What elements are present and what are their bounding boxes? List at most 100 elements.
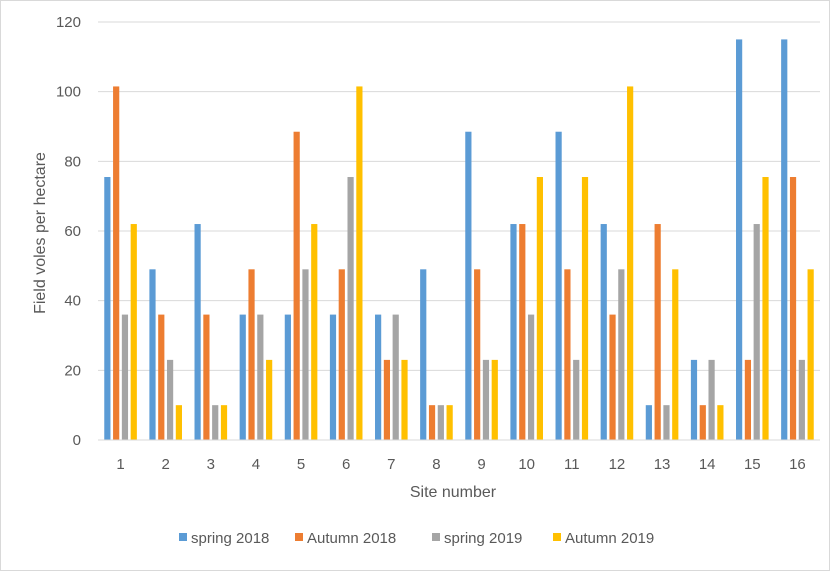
bar [329, 314, 337, 440]
x-tick-label: 8 [432, 456, 440, 473]
bar [338, 269, 345, 440]
bar [807, 269, 814, 440]
legend-swatch [553, 533, 561, 541]
y-tick-label: 120 [56, 14, 81, 31]
x-tick-label: 2 [162, 456, 170, 473]
legend-swatch [295, 533, 303, 541]
bar [672, 269, 679, 440]
bar [708, 359, 715, 440]
bar [609, 314, 616, 440]
bar [203, 314, 210, 440]
bar [166, 359, 174, 440]
y-tick-label: 100 [56, 84, 81, 101]
bars [104, 39, 814, 441]
bar [736, 39, 743, 441]
x-axis-title: Site number [410, 484, 497, 501]
legend: spring 2018 Autumn 2018 spring 2019 Autumn … [179, 530, 654, 547]
bar [293, 131, 300, 440]
bar [465, 131, 472, 440]
bar [555, 131, 562, 440]
legend-label: spring 2019 [444, 530, 522, 547]
y-tick-label: 0 [73, 432, 81, 449]
bar [717, 405, 724, 440]
bar [519, 224, 526, 440]
bar [220, 405, 228, 440]
bar [600, 224, 607, 440]
bar [130, 224, 137, 440]
bar [690, 359, 698, 440]
y-tick-label: 80 [64, 153, 81, 170]
bar [753, 224, 760, 440]
bar [645, 405, 652, 440]
x-tick-label: 13 [654, 456, 671, 473]
bar [437, 405, 444, 440]
bar [798, 359, 805, 440]
bar [789, 177, 797, 440]
legend-label: Autumn 2018 [307, 530, 396, 547]
x-tick-label: 1 [116, 456, 124, 473]
x-tick-label: 16 [789, 456, 806, 473]
x-tick-label: 5 [297, 456, 305, 473]
x-tick-label: 3 [207, 456, 215, 473]
bar [104, 177, 111, 440]
legend-label: Autumn 2019 [565, 530, 654, 547]
bar [564, 269, 571, 440]
bar [375, 314, 382, 440]
bar [654, 224, 661, 440]
bar [212, 405, 219, 440]
bar [194, 224, 201, 440]
x-tick-label: 15 [744, 456, 761, 473]
bar [627, 86, 634, 441]
y-tick-label: 20 [64, 362, 81, 379]
bar [618, 269, 625, 440]
bar [158, 314, 165, 440]
bar [573, 359, 580, 440]
legend-label: spring 2018 [191, 530, 269, 547]
x-tick-label: 6 [342, 456, 350, 473]
gridlines [98, 21, 820, 371]
x-tick-labels: 1 2 3 4 5 6 7 8 9 10 11 12 13 14 15 16 [116, 456, 805, 473]
bar [482, 359, 490, 440]
bar [356, 86, 363, 441]
bar [663, 405, 670, 440]
bar [428, 405, 436, 440]
x-tick-label: 9 [477, 456, 485, 473]
bar [347, 177, 354, 440]
bar [239, 314, 246, 440]
bar [744, 359, 752, 440]
bar [446, 405, 453, 440]
bar [149, 269, 156, 440]
y-tick-label: 40 [64, 293, 81, 310]
bar [420, 269, 427, 440]
bar [699, 405, 706, 440]
bar [383, 359, 391, 440]
x-tick-label: 12 [609, 456, 626, 473]
bar [248, 269, 255, 440]
x-tick-label: 4 [252, 456, 260, 473]
legend-swatch [179, 533, 187, 541]
y-tick-labels: 0 20 40 60 80 100 120 [56, 14, 81, 449]
bar [311, 224, 318, 440]
bar [581, 177, 589, 440]
legend-swatch [432, 533, 440, 541]
bar [527, 314, 535, 440]
bar [781, 39, 788, 441]
bar [302, 269, 309, 440]
bar [491, 359, 498, 440]
bar [392, 314, 399, 440]
bar [401, 359, 408, 440]
bar [121, 314, 129, 440]
bar [510, 224, 517, 440]
x-tick-label: 10 [518, 456, 535, 473]
bar [762, 177, 769, 440]
y-axis-title: Field voles per hectare [32, 152, 49, 314]
bar [257, 314, 264, 440]
x-tick-label: 14 [699, 456, 716, 473]
x-tick-label: 7 [387, 456, 395, 473]
bar [536, 177, 543, 440]
x-tick-label: 11 [564, 456, 580, 473]
bar [474, 269, 481, 440]
bar [266, 359, 273, 440]
